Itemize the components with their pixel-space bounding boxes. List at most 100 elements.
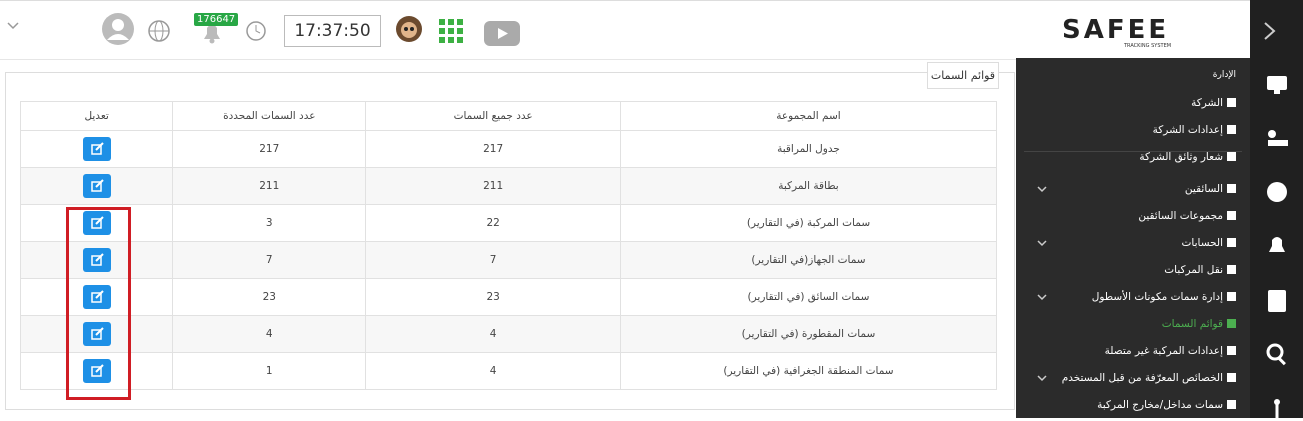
count-cell: 23 — [365, 278, 621, 316]
menu-item[interactable]: سمات مداخل/مخارج المركبة — [1024, 395, 1236, 415]
menu-icon — [1227, 238, 1236, 247]
menu-item[interactable]: الشركة — [1024, 93, 1236, 113]
menu-icon — [1227, 265, 1236, 274]
group-name: سمات المنطقة الجغرافية (في التقارير) — [619, 352, 998, 390]
table-row: 7 7 سمات الجهاز(في التقارير) — [19, 241, 998, 279]
menu-label: إعدادات الشركة — [1152, 124, 1223, 136]
menu-item[interactable]: إعدادات المركبة غير متصلة — [1024, 341, 1236, 361]
dropdown-icon[interactable] — [6, 21, 20, 31]
menu-label: الشركة — [1191, 97, 1223, 109]
menu-icon — [1227, 98, 1236, 107]
menu-item[interactable]: الخصائص المعرّفة من قبل المستخدم — [1024, 368, 1236, 388]
menu-label: إدارة سمات مكونات الأسطول — [1091, 291, 1223, 303]
column-header: اسم المجموعة — [619, 101, 998, 131]
menu-item[interactable]: مجموعات السائقين — [1024, 206, 1236, 226]
count-cell: 7 — [365, 241, 621, 279]
group-name: سمات المركبة (في التقارير) — [619, 204, 998, 242]
chevron-icon — [1037, 186, 1047, 193]
attributes-table: تعديل عدد السمات المحددة عدد جميع السمات اس… — [19, 101, 998, 390]
count-cell: 22 — [365, 204, 621, 242]
edit-button[interactable] — [82, 211, 111, 235]
menu-item[interactable]: نقل المركبات — [1024, 260, 1236, 280]
menu-item[interactable]: إدارة سمات مكونات الأسطول — [1024, 287, 1236, 307]
edit-button[interactable] — [82, 248, 111, 272]
menu-icon — [1227, 373, 1236, 382]
menu-item[interactable]: إعدادات الشركة — [1024, 120, 1236, 140]
table-row: 4 4 سمات المقطورة (في التقارير) — [19, 315, 998, 353]
count-cell: 4 — [172, 315, 367, 353]
count-cell: 211 — [172, 167, 367, 205]
expand-chevron — [1036, 233, 1048, 260]
menu-item[interactable]: السائقين — [1024, 179, 1236, 199]
expand-chevron — [1036, 179, 1048, 206]
edit-icon — [90, 142, 104, 155]
count-cell: 217 — [365, 130, 621, 168]
chevron-icon — [1037, 294, 1047, 301]
column-header: عدد جميع السمات — [365, 101, 621, 131]
menu-label: مجموعات السائقين — [1138, 210, 1223, 222]
notification-badge: 176647 — [194, 13, 239, 26]
column-header: تعديل — [19, 101, 174, 131]
menu-icon — [1227, 184, 1236, 193]
menu-item[interactable]: قوائم السمات — [1024, 314, 1236, 334]
edit-button[interactable] — [82, 174, 111, 198]
edit-icon — [90, 216, 104, 229]
edit-cell — [19, 278, 174, 316]
menu-icon — [1227, 125, 1236, 134]
edit-button[interactable] — [82, 322, 111, 346]
menu-section: الإدارة — [1212, 70, 1236, 80]
table-row: 211 211 بطاقة المركبة — [19, 167, 998, 205]
group-name: بطاقة المركبة — [619, 167, 998, 205]
menu-separator — [1024, 151, 1242, 152]
sidebar-menu: الإدارة الشركة إعدادات الشركة شعار وثائق ا… — [1016, 58, 1250, 418]
clock-time: 17:37:50 — [284, 15, 381, 47]
notification-bell[interactable] — [200, 19, 224, 45]
edit-icon — [90, 253, 104, 266]
panel-title: قوائم السمات — [927, 62, 999, 89]
column-header: عدد السمات المحددة — [172, 101, 367, 131]
menu-label: شعار وثائق الشركة — [1139, 151, 1223, 163]
logo-subtitle: TRACKING SYSTEM — [1124, 43, 1172, 49]
edit-cell — [19, 167, 174, 205]
chevron-icon — [1037, 240, 1047, 247]
count-cell: 211 — [365, 167, 621, 205]
group-name: سمات السائق (في التقارير) — [619, 278, 998, 316]
menu-item[interactable]: شعار وثائق الشركة — [1024, 147, 1236, 167]
menu-icon — [1227, 152, 1236, 161]
edit-cell — [19, 241, 174, 279]
menu-icon — [1227, 211, 1236, 220]
count-cell: 4 — [365, 315, 621, 353]
edit-icon — [90, 327, 104, 340]
top-bar: 176647 17:37:50 SAFEE TRACKING SYSTEM — [0, 0, 1250, 60]
count-cell: 4 — [365, 352, 621, 390]
count-cell: 217 — [172, 130, 367, 168]
header-row: تعديل عدد السمات المحددة عدد جميع السمات اس… — [19, 101, 998, 131]
language-icon[interactable] — [147, 19, 171, 43]
menu-item[interactable]: الحسابات — [1024, 233, 1236, 253]
count-cell: 7 — [172, 241, 367, 279]
menu-label: قوائم السمات — [1161, 318, 1223, 330]
edit-cell — [19, 315, 174, 353]
edit-button[interactable] — [82, 137, 111, 161]
menu-icon — [1227, 400, 1236, 409]
menu-icon — [1227, 292, 1236, 301]
edit-button[interactable] — [82, 285, 111, 309]
edit-cell — [19, 352, 174, 390]
video-icon[interactable] — [484, 21, 520, 46]
logo: SAFEE — [1062, 15, 1170, 45]
table-row: 217 217 جدول المراقبة — [19, 130, 998, 168]
clock-icon[interactable] — [244, 19, 268, 43]
table-row: 1 4 سمات المنطقة الجغرافية (في التقارير) — [19, 352, 998, 390]
expand-chevron — [1036, 287, 1048, 314]
profile-avatar[interactable] — [395, 15, 423, 43]
edit-button[interactable] — [82, 359, 111, 383]
user-avatar[interactable] — [101, 12, 135, 46]
group-name: سمات الجهاز(في التقارير) — [619, 241, 998, 279]
apps-icon[interactable] — [438, 18, 464, 44]
menu-label: الحسابات — [1181, 237, 1223, 249]
panel — [5, 72, 1015, 410]
menu-label: سمات مداخل/مخارج المركبة — [1097, 399, 1223, 411]
group-name: جدول المراقبة — [619, 130, 998, 168]
menu-icon — [1227, 346, 1236, 355]
